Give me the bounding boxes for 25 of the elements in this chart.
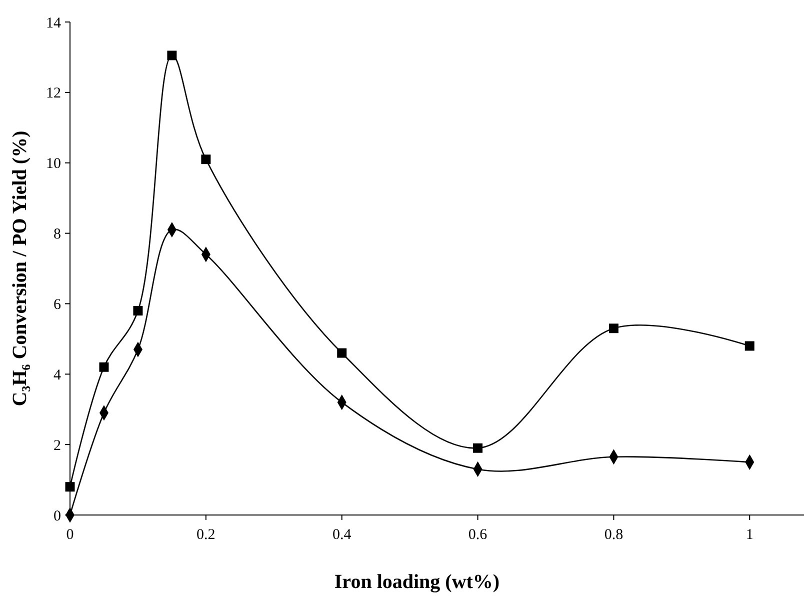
point xyxy=(133,306,143,316)
point xyxy=(608,324,618,334)
point xyxy=(473,443,483,453)
x-tick-label: 0.8 xyxy=(604,527,624,543)
x-tick-label: 0.4 xyxy=(332,527,352,543)
point xyxy=(337,348,347,358)
point xyxy=(99,362,109,372)
y-tick-label: 8 xyxy=(54,226,61,243)
y-tick-label: 6 xyxy=(54,296,62,313)
x-axis-title: Iron loading (wt%) xyxy=(334,571,500,593)
x-tick-label: 0.2 xyxy=(196,527,216,543)
y-tick-label: 0 xyxy=(54,508,61,524)
y-tick-label: 14 xyxy=(46,15,62,32)
x-tick-label: 0 xyxy=(66,527,74,543)
point xyxy=(744,341,754,351)
y-tick-label: 4 xyxy=(54,367,62,384)
point xyxy=(201,154,211,164)
y-tick-label: 12 xyxy=(46,86,61,102)
point xyxy=(167,50,177,60)
x-tick-label: 0.6 xyxy=(468,527,488,543)
y-tick-label: 10 xyxy=(46,156,61,172)
x-tick-label: 1 xyxy=(746,527,754,543)
y-tick-label: 2 xyxy=(54,438,61,454)
y-axis-title: C₃H₆ Conversion / PO Yield (%) xyxy=(9,130,31,406)
point xyxy=(65,482,75,492)
